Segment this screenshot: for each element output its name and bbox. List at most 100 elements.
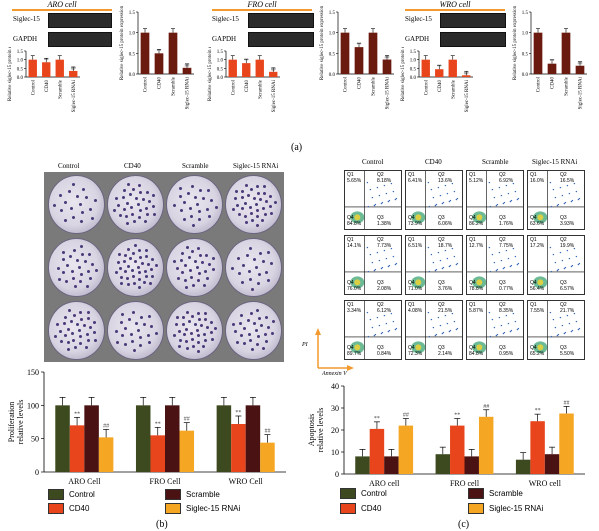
quadrant-value: 21.7%	[560, 308, 575, 314]
significance-label: ##	[264, 429, 270, 435]
colony-dot	[173, 203, 177, 207]
colony-dot	[126, 183, 130, 187]
event-dot	[439, 194, 442, 197]
quadrant-value: 3.76%	[438, 285, 453, 292]
flow-scatter	[345, 171, 401, 229]
colony-dot	[198, 318, 202, 322]
y-tick-label: 0.5	[329, 52, 336, 57]
colony-dot	[114, 329, 118, 333]
event-dot	[491, 318, 494, 321]
colony-dot	[93, 338, 97, 342]
c-col-scramble: Scramble	[482, 158, 509, 166]
bar	[69, 70, 78, 77]
colony-dot	[257, 316, 261, 320]
significance-label: **	[155, 421, 161, 427]
colony-dot	[178, 338, 182, 342]
bar-scramble	[464, 456, 479, 474]
event-dot	[500, 194, 503, 197]
event-dot	[432, 261, 435, 264]
b-legend-rnai: Siglec-15 RNAi	[165, 503, 240, 514]
colony-dot	[257, 281, 261, 285]
c-col-cd40: CD40	[425, 158, 442, 166]
colony-dot	[204, 317, 208, 321]
colony-dot	[254, 203, 258, 206]
a-wro-right-chart: 0.0 0.5 1.0 1.5 Relative siglec-15 protein e…	[513, 5, 587, 109]
b-proliferation-chart: 0 50 100 150 Proliferation relative levels ** #…	[7, 368, 286, 486]
colony-dot	[206, 326, 210, 330]
colony-dot	[136, 203, 140, 206]
event-dot	[503, 201, 506, 204]
quadrant-name: Q3	[438, 214, 445, 221]
bar	[154, 53, 164, 74]
event-dot	[489, 270, 492, 273]
quadrant-value: 8.35%	[499, 308, 514, 314]
colony-dot	[256, 308, 260, 312]
event-dot	[392, 255, 395, 258]
colony-dot	[63, 219, 67, 223]
quadrant-name: Q4	[469, 214, 476, 221]
colony-dot	[95, 268, 99, 272]
bar-scramble	[245, 405, 261, 472]
wro-gapdh-blot	[440, 32, 506, 47]
colony-dot	[131, 187, 135, 191]
colony-dot	[79, 245, 83, 249]
event-dot	[564, 201, 567, 204]
event-dot	[437, 251, 440, 254]
colony-dot	[198, 209, 202, 213]
colony-dot	[248, 206, 252, 210]
y-axis-label-line2: relative levels	[16, 400, 25, 445]
colony-dot	[126, 222, 130, 226]
event-dot	[435, 203, 438, 206]
event-dot	[559, 251, 562, 254]
colony-dot	[196, 349, 200, 353]
colony-dot	[134, 244, 137, 248]
event-dot	[388, 329, 391, 332]
colony-dot	[57, 277, 61, 281]
event-dot	[381, 266, 384, 269]
colony-dot	[240, 196, 244, 200]
b-row-fro: FRO cell	[33, 254, 40, 276]
event-dot	[495, 204, 498, 207]
colony-dot	[263, 333, 267, 337]
quadrant-name: Q4	[347, 214, 354, 221]
y-tick-label: 0.5	[522, 52, 529, 57]
quadrant-name: Q4	[469, 279, 476, 286]
flow-scatter	[528, 236, 584, 294]
colony-dot	[181, 270, 185, 274]
plot-a-wro-right: 0.0 0.5 1.0 1.5 Relative siglec-15 protein e…	[513, 5, 587, 109]
y-tick-label: 1.5	[217, 50, 224, 55]
colony-dot	[263, 212, 267, 216]
event-dot	[434, 204, 437, 207]
colony-dot	[116, 260, 120, 264]
event-dot	[507, 192, 510, 195]
event-dot	[495, 334, 498, 337]
colony-dot	[193, 323, 197, 327]
event-dot	[489, 335, 492, 338]
event-dot	[444, 184, 447, 187]
colony-dot	[204, 270, 208, 274]
colony-dot	[247, 193, 251, 197]
y-axis-label: Apoptosis	[307, 414, 316, 446]
y-tick-label: 100	[27, 401, 39, 410]
quadrant-value: 76.0%	[347, 285, 362, 292]
colony-dot	[197, 246, 201, 250]
colony-dot	[176, 316, 180, 320]
x-tick-label: FRO cell	[450, 479, 480, 488]
colony-dot	[136, 266, 140, 269]
y-tick-label: 0.5	[129, 52, 136, 57]
significance-label: **	[437, 65, 443, 70]
colony-dot	[119, 320, 123, 324]
colony-dot	[117, 253, 121, 257]
event-dot	[578, 327, 581, 330]
event-dot	[550, 205, 553, 208]
event-dot	[448, 265, 451, 268]
event-dot	[578, 197, 581, 200]
event-dot	[489, 205, 492, 208]
plot-a-fro-left: 0.0 0.5 1.0 1.5 Relative siglec-15 protein e…	[208, 47, 280, 112]
y-tick-label: 0.5	[217, 67, 224, 72]
colony-dot	[187, 191, 191, 195]
quadrant-value: 84.8%	[347, 220, 362, 227]
colony-dot	[248, 278, 252, 282]
event-dot	[441, 267, 444, 270]
colony-dot	[205, 276, 209, 280]
